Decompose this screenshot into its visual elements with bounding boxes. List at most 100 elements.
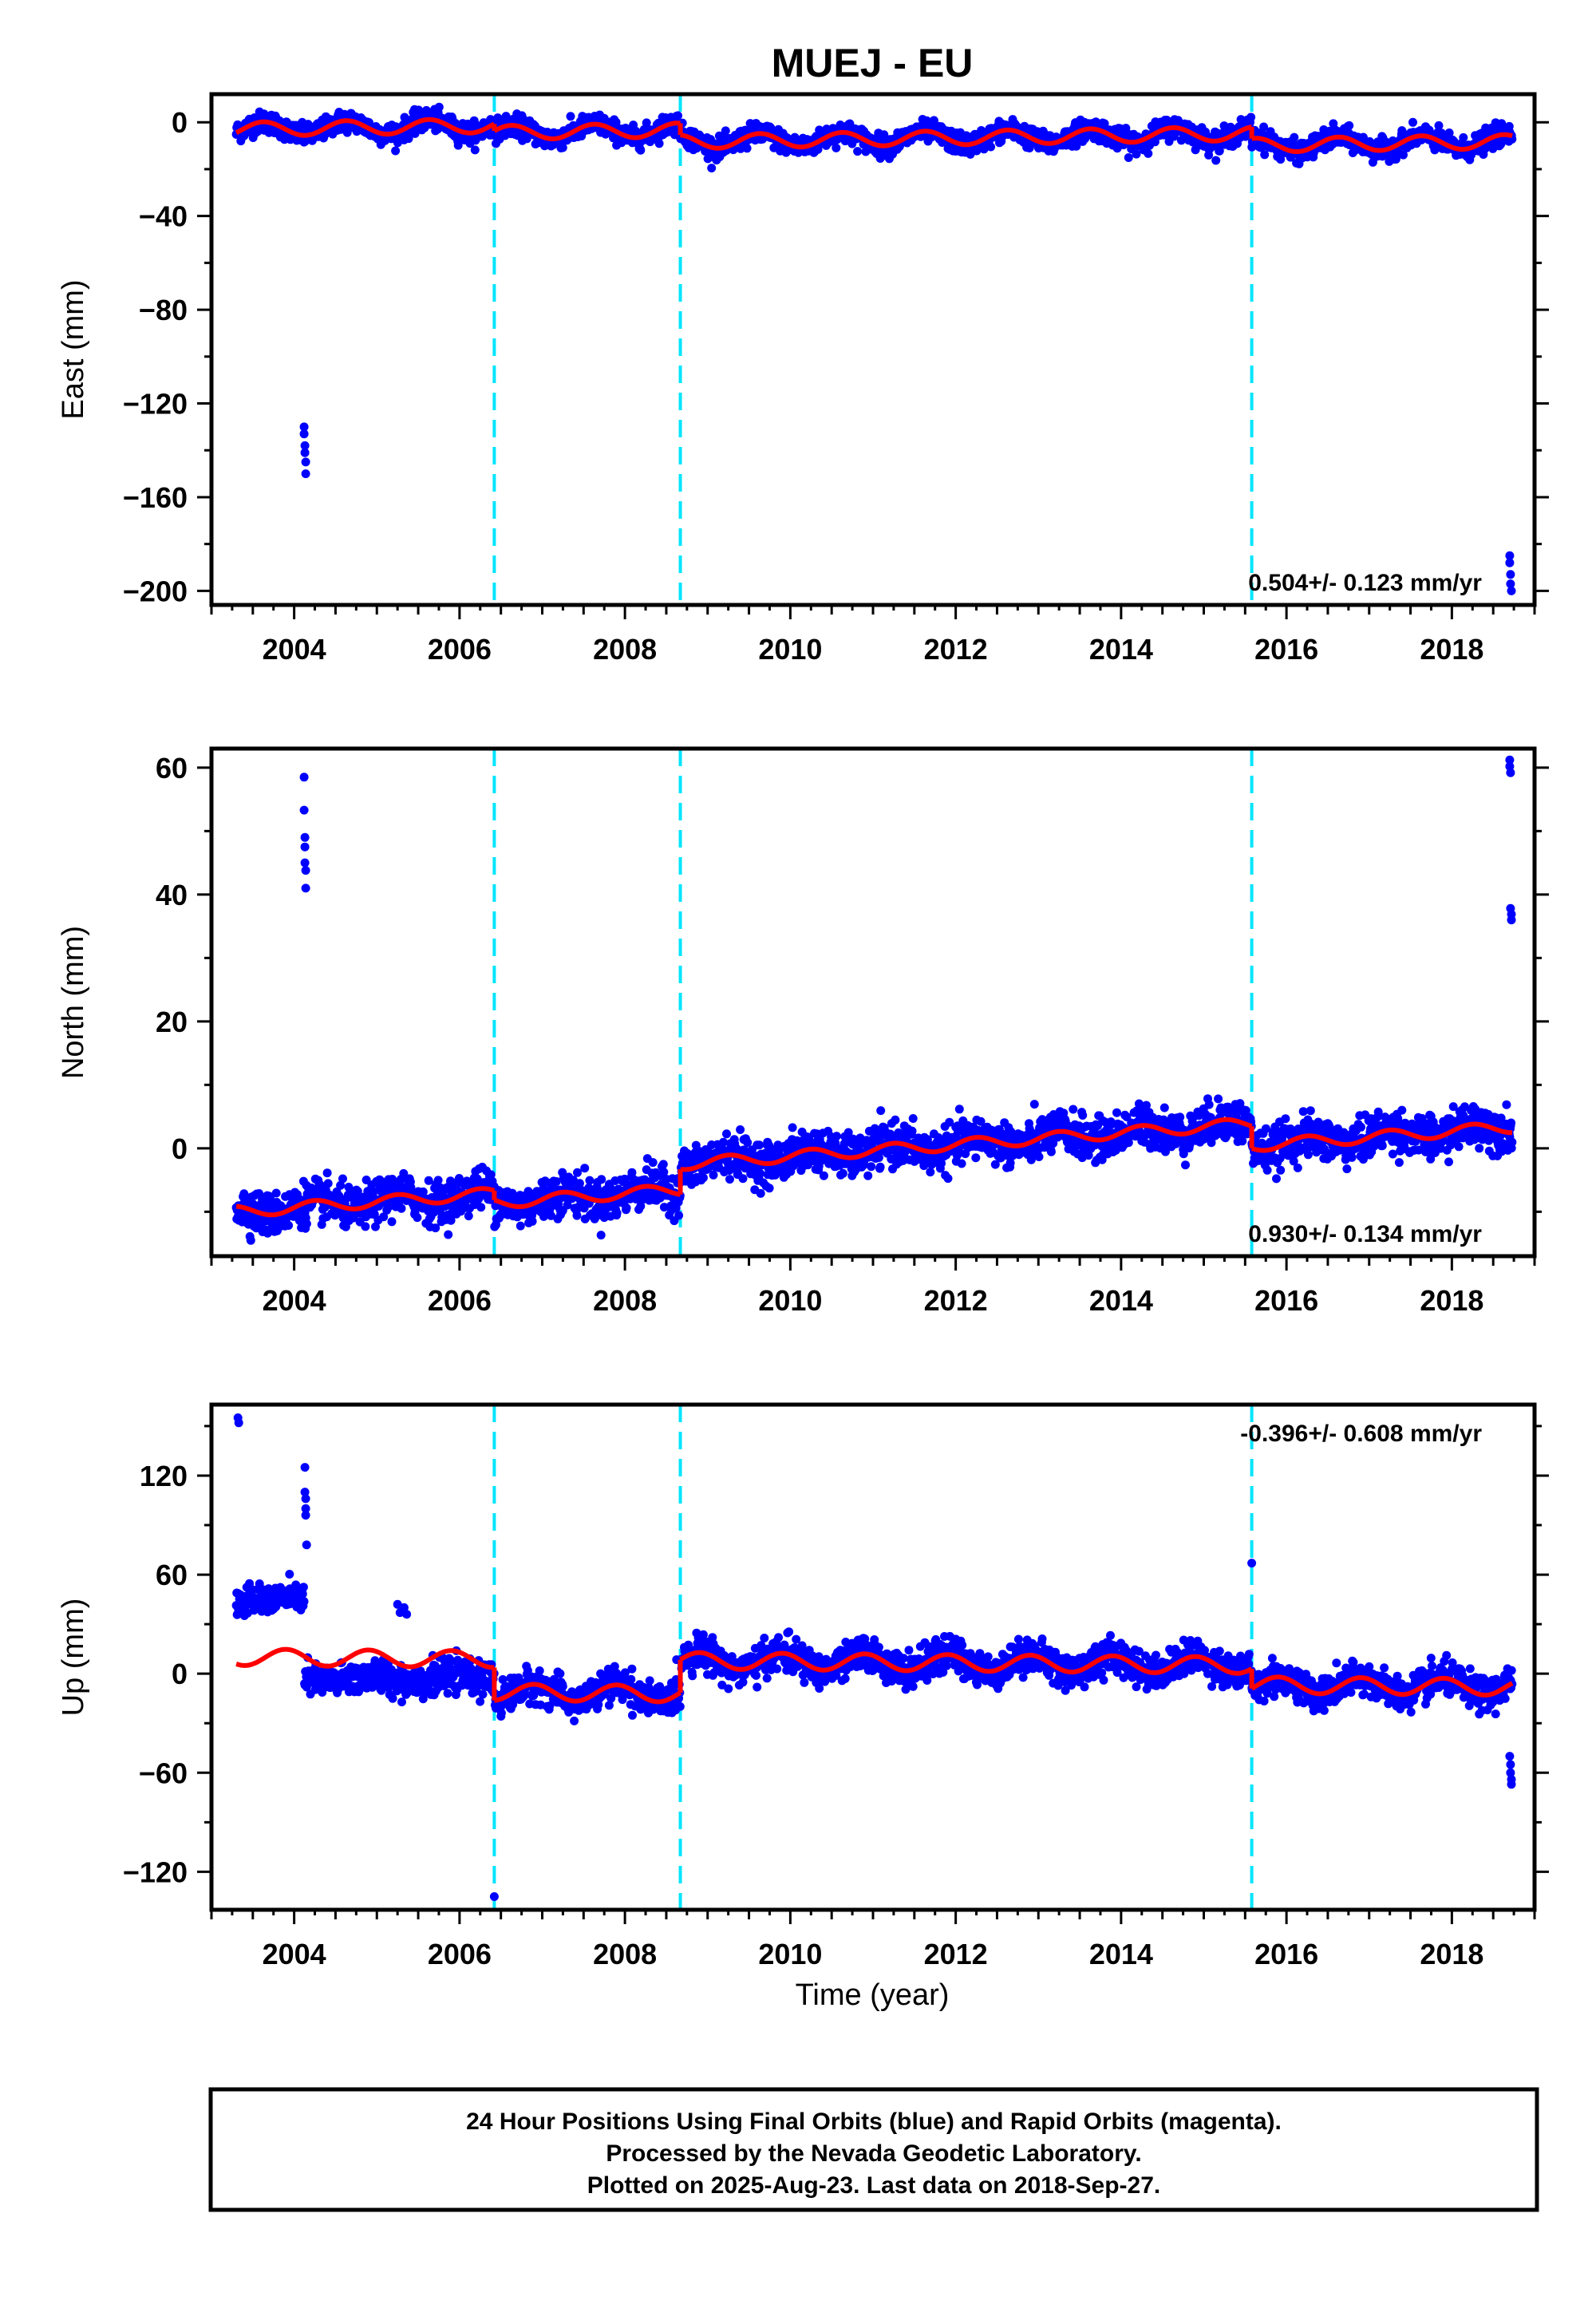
data-point <box>302 1219 311 1228</box>
data-point <box>1408 117 1417 127</box>
data-point <box>1069 1105 1078 1114</box>
y-tick-label: −80 <box>139 294 188 326</box>
data-point <box>1072 141 1081 151</box>
data-point <box>1276 155 1286 164</box>
x-tick-label: 2018 <box>1420 633 1483 666</box>
data-point <box>1159 1103 1169 1113</box>
data-point <box>1046 1147 1056 1156</box>
data-point <box>1144 148 1153 158</box>
model-line <box>1250 132 1514 154</box>
data-point <box>756 1188 765 1198</box>
data-point <box>943 1174 953 1184</box>
data-point <box>566 112 575 121</box>
data-point <box>742 144 752 153</box>
outlier-point <box>1506 570 1515 579</box>
data-point <box>622 1203 631 1212</box>
outlier-point <box>1505 551 1515 560</box>
data-point <box>707 164 717 173</box>
data-point <box>1345 121 1354 130</box>
data-point <box>1480 144 1490 153</box>
data-point <box>648 1158 658 1168</box>
data-point <box>764 1184 774 1193</box>
data-point <box>926 1168 935 1177</box>
data-point <box>971 1153 981 1163</box>
data-point <box>263 1228 272 1238</box>
data-point <box>361 1222 370 1231</box>
data-point <box>387 1217 397 1227</box>
data-point <box>1434 121 1444 130</box>
data-point <box>424 1176 433 1185</box>
data-point <box>433 1176 443 1185</box>
outlier-point <box>299 422 309 432</box>
data-point <box>1124 153 1133 162</box>
outlier-point <box>300 448 310 457</box>
data-point <box>338 1174 347 1184</box>
data-point <box>323 1179 333 1188</box>
model-line <box>235 117 496 138</box>
data-point <box>743 1138 753 1148</box>
data-point <box>596 1231 606 1240</box>
data-point <box>658 1160 668 1169</box>
y-tick-label: 0 <box>172 106 188 139</box>
data-point <box>725 1175 734 1184</box>
x-tick-label: 2016 <box>1254 633 1318 666</box>
data-point <box>722 1129 731 1139</box>
data-point <box>476 1203 486 1212</box>
data-point <box>573 1168 582 1177</box>
outlier-point <box>1507 586 1516 595</box>
data-point <box>1459 132 1468 142</box>
data-point <box>322 1168 332 1178</box>
data-point <box>1260 150 1270 160</box>
data-point <box>239 1189 249 1199</box>
data-point <box>453 140 463 150</box>
y-tick-label: −120 <box>123 388 188 421</box>
data-point <box>1078 1111 1088 1120</box>
data-point <box>1444 128 1454 137</box>
data-point <box>832 1132 841 1141</box>
data-point <box>410 128 420 138</box>
data-point <box>1029 1100 1039 1109</box>
data-point <box>709 1170 718 1180</box>
data-point <box>891 1115 900 1124</box>
outlier-point <box>299 429 309 439</box>
data-point <box>636 145 646 155</box>
model-line <box>678 124 1254 151</box>
x-tick-label: 2010 <box>758 633 822 666</box>
data-point <box>867 1162 876 1172</box>
data-point <box>1290 132 1299 142</box>
x-tick-label: 2014 <box>1089 633 1153 666</box>
data-point <box>336 1180 346 1190</box>
y-tick-label: −40 <box>139 200 188 233</box>
x-tick-label: 2004 <box>263 633 326 666</box>
data-point <box>1215 146 1224 156</box>
data-point <box>654 139 664 148</box>
data-point <box>580 1164 590 1173</box>
data-point <box>721 126 730 136</box>
outlier-point <box>301 469 310 479</box>
outlier-point <box>1506 579 1515 589</box>
data-point <box>284 1221 294 1230</box>
data-points <box>231 755 1517 1245</box>
data-point <box>434 102 444 112</box>
y-tick-label: −160 <box>123 481 188 514</box>
data-point <box>585 1176 595 1185</box>
data-point <box>391 146 401 156</box>
data-point <box>369 1187 378 1196</box>
outlier-point <box>1505 558 1515 567</box>
data-point <box>954 1105 964 1114</box>
data-point <box>246 1235 255 1245</box>
data-point <box>446 1215 456 1225</box>
data-point <box>547 1211 555 1220</box>
y-tick-label: −200 <box>123 575 188 607</box>
data-point <box>788 1123 797 1132</box>
data-point <box>755 1140 764 1150</box>
data-point <box>551 1177 561 1186</box>
data-point <box>986 142 996 152</box>
data-point <box>516 1221 525 1231</box>
model-line <box>492 121 682 141</box>
data-point <box>863 1171 873 1180</box>
data-point <box>736 1125 745 1134</box>
data-point <box>674 111 682 121</box>
data-points <box>231 102 1517 595</box>
